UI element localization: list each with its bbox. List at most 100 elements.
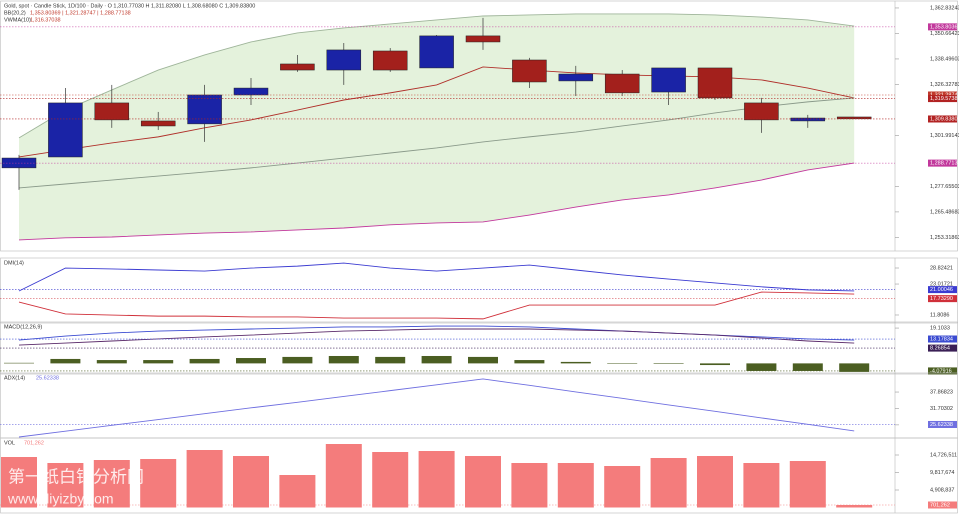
y-tick-label: 1,338.49603	[930, 56, 959, 62]
marker-label: 701,262	[930, 502, 950, 508]
candle-body	[326, 49, 362, 71]
candle-body	[790, 117, 826, 122]
bar	[792, 363, 823, 371]
panel-title: Gold, spot · Candle Stick, 1D/100 · Dail…	[4, 3, 255, 9]
series-line	[18, 328, 855, 346]
candle-body	[419, 35, 454, 69]
bar	[236, 358, 266, 364]
series-line	[18, 97, 855, 189]
bar	[140, 459, 177, 508]
marker-box	[928, 420, 957, 428]
y-tick-label: 1,301.99143	[930, 133, 959, 139]
marker-box	[928, 159, 957, 167]
candle-body	[94, 102, 130, 121]
bar	[282, 356, 313, 364]
bar	[50, 358, 81, 364]
series-line	[18, 162, 855, 241]
y-tick-label: 14,726,511	[930, 452, 957, 458]
y-tick-label: 1,362.83243	[930, 5, 959, 11]
bar	[328, 355, 359, 364]
bar	[47, 463, 84, 508]
marker-label: 25.62338	[930, 422, 953, 428]
bar	[560, 361, 591, 364]
marker-label: 21.00046	[930, 287, 953, 293]
marker-box	[928, 501, 957, 509]
candle-body	[558, 73, 594, 82]
bar	[789, 461, 826, 508]
bar	[653, 363, 684, 364]
bar	[836, 505, 873, 508]
y-tick-label: 37.86823	[930, 389, 953, 395]
bar	[511, 463, 548, 508]
bar	[697, 456, 733, 508]
bar	[1, 457, 37, 508]
bar	[418, 451, 455, 508]
candle-body	[48, 102, 83, 158]
overlay-name: BB(20,2)	[4, 10, 26, 16]
panel-title: VOL	[4, 440, 15, 446]
marker-label: 1,309.83800	[930, 116, 959, 122]
bar	[325, 443, 362, 508]
panel-frame	[0, 437, 958, 514]
marker-box	[928, 91, 957, 99]
panel-readout: 25.62338	[36, 375, 59, 381]
panel-title: DMI(14)	[4, 260, 24, 266]
candle-body	[233, 87, 269, 96]
bar	[279, 475, 316, 508]
marker-box	[928, 286, 957, 294]
panel-frame	[0, 0, 958, 252]
y-tick-label: 31.70302	[930, 406, 953, 412]
candle-body	[512, 59, 547, 83]
candle-body	[836, 116, 872, 120]
bar	[607, 363, 638, 364]
panel-title: ADX(14)	[4, 375, 25, 381]
bar	[650, 458, 687, 508]
overlay-readout: 1,316.37038	[30, 17, 61, 23]
candle-body	[140, 120, 176, 127]
panel-title: MACD(12,26,9)	[4, 324, 42, 330]
marker-label: 1,319.57389	[930, 96, 959, 102]
panel-frame	[0, 257, 958, 324]
y-tick-label: 4,908,837	[930, 487, 954, 493]
candle-body	[465, 35, 501, 43]
candle-body	[187, 94, 222, 125]
bar	[186, 450, 223, 508]
series-line	[18, 378, 855, 438]
y-tick-label: 1,277.65503	[930, 184, 959, 190]
y-tick-label: 1,253.31863	[930, 235, 959, 241]
watermark-cn: 第一纸白银分析网	[8, 467, 144, 486]
bar	[421, 355, 452, 364]
bar	[233, 456, 269, 508]
marker-box	[928, 115, 957, 123]
series-line	[18, 13, 855, 139]
bar	[189, 358, 220, 364]
bar	[700, 363, 730, 366]
marker-box	[928, 23, 957, 31]
candle-body	[604, 73, 640, 94]
panel-readout: 701,262	[24, 440, 44, 446]
marker-label: 8.26854	[930, 346, 950, 352]
y-tick-label: 19.1033	[930, 326, 950, 332]
candle-body	[372, 50, 408, 71]
marker-label: 1,288.77138	[930, 161, 959, 167]
bar	[372, 452, 409, 508]
bar	[465, 456, 501, 508]
bar	[743, 463, 780, 508]
bar	[604, 466, 641, 508]
bar	[514, 360, 545, 364]
candle-body	[280, 63, 315, 71]
marker-label: 17.73290	[930, 296, 953, 302]
marker-box	[928, 367, 957, 375]
band-fill	[19, 13, 855, 240]
y-tick-label: 1,265.48683	[930, 209, 959, 215]
y-tick-label: 23.01721	[930, 281, 953, 287]
marker-label: 13.17834	[930, 336, 953, 342]
marker-box	[928, 344, 957, 352]
y-tick-label: 1,350.66423	[930, 31, 959, 37]
candle-body	[697, 67, 733, 99]
y-tick-label: 9,817,674	[930, 470, 954, 476]
y-tick-label: 1,326.32783	[930, 82, 959, 88]
series-line	[18, 291, 855, 320]
bar	[557, 463, 594, 508]
